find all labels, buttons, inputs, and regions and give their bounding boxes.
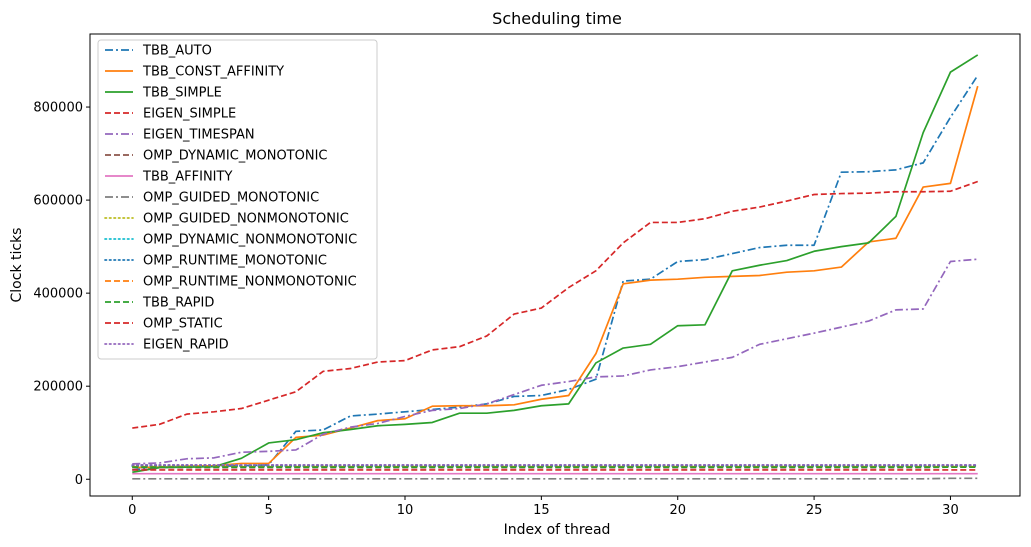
legend-label: OMP_DYNAMIC_MONOTONIC — [143, 149, 328, 164]
chart-title: Scheduling time — [492, 9, 622, 28]
legend-label: OMP_GUIDED_MONOTONIC — [143, 191, 319, 206]
legend-label: TBB_AUTO — [142, 44, 212, 59]
legend-label: EIGEN_TIMESPAN — [143, 128, 255, 143]
legend-label: TBB_AFFINITY — [142, 170, 232, 185]
y-tick-label: 200000 — [33, 380, 83, 395]
legend-box — [97, 39, 378, 360]
plot-frame — [89, 33, 1021, 497]
legend-label: TBB_CONST_AFFINITY — [142, 65, 284, 80]
legend-label: OMP_RUNTIME_NONMONOTONIC — [143, 275, 357, 290]
x-tick-label: 30 — [942, 503, 959, 518]
legend-label: OMP_STATIC — [143, 317, 223, 332]
y-axis-label: Clock ticks — [9, 228, 25, 303]
x-tick-label: 25 — [806, 503, 823, 518]
x-axis-label: Index of thread — [504, 522, 611, 538]
x-tick-label: 5 — [264, 503, 272, 518]
series-lines — [131, 54, 979, 480]
x-tick-label: 15 — [533, 503, 550, 518]
y-tick-label: 800000 — [33, 101, 83, 116]
plot-series-group — [131, 54, 979, 480]
legend-label: OMP_DYNAMIC_NONMONOTONIC — [143, 233, 357, 248]
x-axis: 0 5 10 15 20 25 30 — [128, 496, 959, 518]
y-tick-label: 600000 — [33, 194, 83, 209]
legend-entries: TBB_AUTO TBB_CONST_AFFINITY TBB_SIMPLE EIGE… — [104, 44, 357, 353]
legend-label: TBB_RAPID — [142, 296, 214, 311]
series-line-tbb-const-affinity — [132, 85, 979, 469]
legend: TBB_AUTO TBB_CONST_AFFINITY TBB_SIMPLE EIGE… — [97, 39, 378, 360]
series-line-eigen-simple — [132, 180, 979, 429]
x-tick-label: 20 — [669, 503, 686, 518]
legend-label: OMP_GUIDED_NONMONOTONIC — [143, 212, 349, 227]
series-line-eigen-timespan — [132, 258, 978, 465]
legend-label: EIGEN_RAPID — [143, 338, 229, 353]
legend-label: EIGEN_SIMPLE — [143, 107, 236, 122]
y-axis: 0 200000 400000 600000 800000 — [33, 101, 90, 488]
legend-label: TBB_SIMPLE — [142, 86, 222, 101]
y-tick-label: 400000 — [33, 287, 83, 302]
y-tick-label: 0 — [75, 473, 83, 488]
series-line-tbb-auto — [132, 74, 979, 471]
series-line-tbb-simple — [132, 54, 979, 474]
x-tick-label: 0 — [128, 503, 136, 518]
x-tick-label: 10 — [397, 503, 414, 518]
legend-label: OMP_RUNTIME_MONOTONIC — [143, 254, 327, 269]
